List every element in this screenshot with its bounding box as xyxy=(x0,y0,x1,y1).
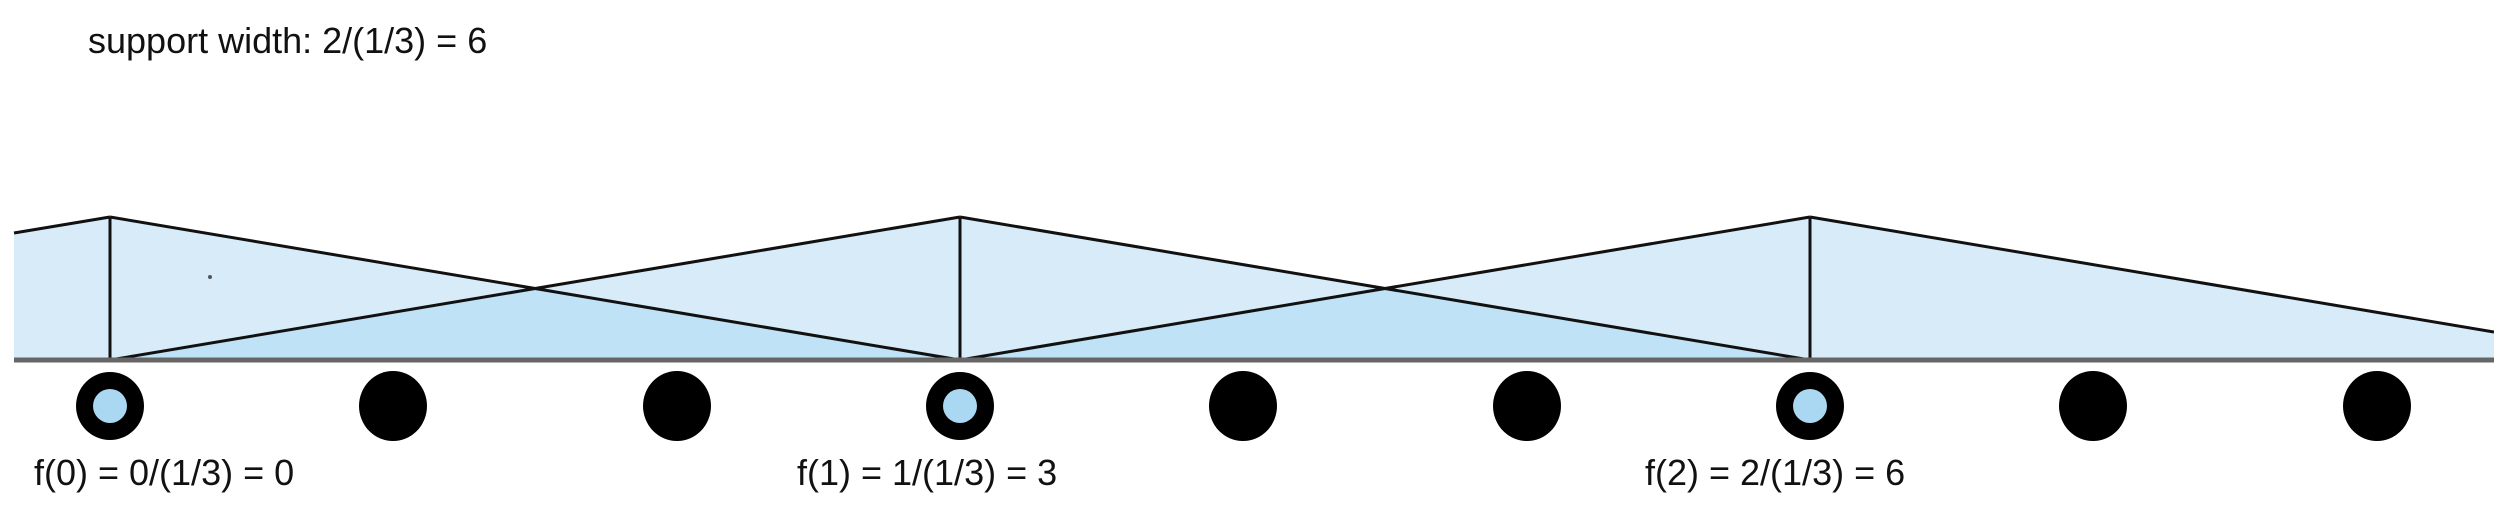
sample-dot-1 xyxy=(359,371,427,441)
support-width-label: support width: 2/(1/3) = 6 xyxy=(88,20,487,61)
edge-1-up xyxy=(109,215,961,362)
sample-dot-highlighted-0 xyxy=(76,372,144,440)
sample-dot-2 xyxy=(643,371,711,441)
sample-dot-4 xyxy=(1209,371,1277,441)
edge-left-partial xyxy=(13,215,111,235)
sample-dot-highlighted-2 xyxy=(1776,372,1844,440)
overlap-region-1 xyxy=(960,289,1810,360)
sample-dot-8 xyxy=(2343,371,2411,441)
overlap-region-0 xyxy=(110,289,960,360)
edge-2-down xyxy=(1809,215,2494,334)
edge-2-up xyxy=(959,215,1811,362)
sample-label-f0: f(0) = 0/(1/3) = 0 xyxy=(34,452,294,493)
triangle-partial-left xyxy=(14,217,110,360)
stray-dot xyxy=(208,275,212,279)
sample-dots xyxy=(76,371,2411,441)
sample-dot-7 xyxy=(2059,371,2127,441)
triangle-edges xyxy=(13,215,2494,362)
sample-label-f2: f(2) = 2/(1/3) = 6 xyxy=(1645,452,1905,493)
sample-dot-5 xyxy=(1493,371,1561,441)
sample-label-f1: f(1) = 1/(1/3) = 3 xyxy=(797,452,1057,493)
overlap-regions xyxy=(110,289,1810,360)
sample-dot-highlighted-1 xyxy=(926,372,994,440)
peak-lines xyxy=(108,217,1812,360)
